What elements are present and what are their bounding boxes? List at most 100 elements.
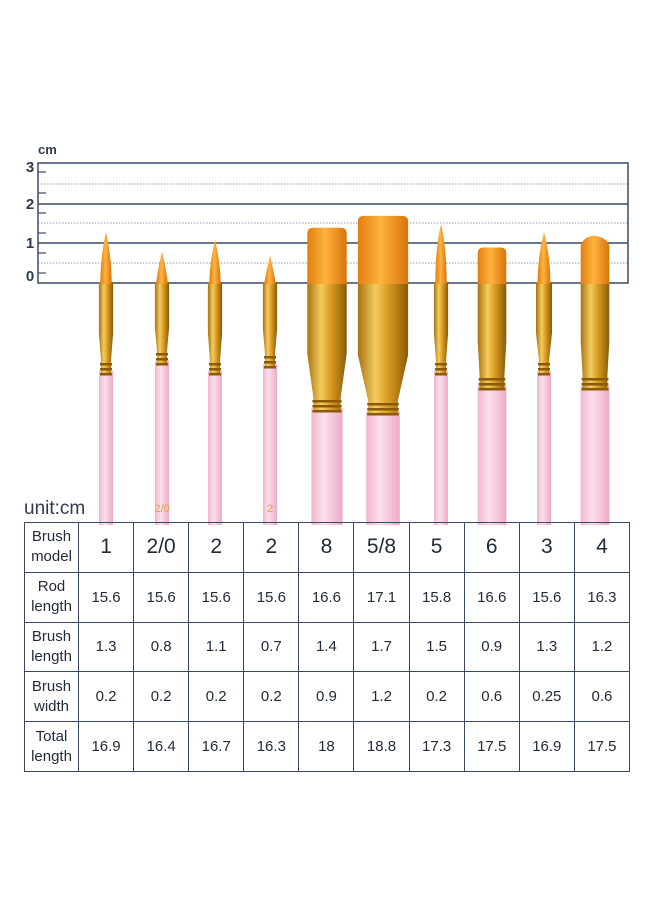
brush-1-0 — [98, 231, 114, 525]
table-cell: 17.1 — [353, 571, 410, 623]
row-header-line: length — [31, 647, 72, 665]
table-cell: 0.2 — [188, 671, 245, 723]
brush-spec-table: Brush model 1 2/0 2 2 8 5/8 5 6 3 4 Rod length 15.6 15.… — [24, 522, 631, 772]
table-cell: 15.6 — [133, 571, 190, 623]
ferrule-ring — [367, 413, 399, 416]
table-cell: 3 — [518, 522, 575, 573]
brush-bristles — [537, 231, 551, 284]
table-row-total-length: Total length 16.9 16.4 16.7 16.3 18 18.8 17.3 17.… — [24, 721, 631, 772]
ruler-tick-3: 3 — [25, 159, 35, 176]
brush-bristles — [435, 223, 447, 284]
brush-2-0-1: 2/0 — [154, 251, 170, 525]
brush-handle — [311, 408, 343, 525]
ferrule-ring — [209, 368, 221, 371]
table-cell: 0.7 — [243, 621, 300, 673]
row-header-line: Brush — [31, 677, 72, 695]
table-cell: 15.6 — [243, 571, 300, 623]
ferrule-ring — [156, 363, 168, 366]
table-cell: 0.25 — [518, 671, 575, 723]
ferrule-ring — [209, 373, 221, 376]
ferrule-ring — [581, 388, 609, 391]
table-cell: 1.1 — [188, 621, 245, 673]
brush-handle — [434, 371, 448, 525]
brush-bristles — [264, 255, 276, 284]
table-cell: 15.6 — [77, 571, 135, 623]
table-cell: 15.8 — [408, 571, 465, 623]
row-header: Brush length — [24, 621, 79, 673]
ferrule-ring — [312, 410, 342, 413]
table-cell: 18 — [298, 721, 355, 772]
table-cell: 17.5 — [463, 721, 520, 772]
brush-5-8-5 — [357, 215, 409, 525]
ferrule-ring — [435, 373, 447, 376]
table-cell: 0.2 — [133, 671, 190, 723]
brush-handle — [366, 411, 400, 525]
brush-handle — [580, 386, 610, 525]
brush-handle — [155, 361, 169, 525]
table-row-brush-length: Brush length 1.3 0.8 1.1 0.7 1.4 1.7 1.5 0.9 1.3 1.… — [24, 621, 631, 673]
brush-handle — [99, 371, 113, 525]
ferrule-ring — [581, 378, 609, 381]
brush-handle — [537, 371, 551, 525]
brush-handle — [263, 364, 277, 525]
ferrule-ring — [264, 356, 276, 359]
row-header: Total length — [24, 721, 79, 772]
brush-4-9 — [580, 235, 610, 525]
table-cell: 6 — [463, 522, 520, 573]
table-cell: 0.2 — [243, 671, 300, 723]
table-cell: 1.3 — [518, 621, 575, 673]
ferrule-ring — [478, 378, 506, 381]
table-cell: 17.3 — [408, 721, 465, 772]
table-cell: 8 — [298, 522, 355, 573]
ferrule-ring — [435, 363, 447, 366]
handle-marking-text: 2 — [267, 503, 273, 515]
brush-bristles — [209, 239, 221, 284]
row-header-line: model — [31, 548, 72, 566]
brush-8-4 — [307, 227, 347, 525]
table-cell: 18.8 — [353, 721, 410, 772]
table-cell: 1.4 — [298, 621, 355, 673]
brush-ferrule — [262, 282, 278, 368]
brush-bristles — [100, 231, 112, 284]
table-cell: 5 — [408, 522, 465, 573]
ferrule-ring — [367, 403, 399, 406]
brush-bristles — [357, 215, 409, 284]
table-cell: 0.6 — [463, 671, 520, 723]
brush-bristles — [477, 247, 507, 284]
table-cell: 16.3 — [573, 571, 631, 623]
table-cell: 0.8 — [133, 621, 190, 673]
brush-ferrule — [307, 282, 347, 412]
table-cell: 0.2 — [408, 671, 465, 723]
brush-bristles — [156, 251, 168, 284]
table-row-brush-model: Brush model 1 2/0 2 2 8 5/8 5 6 3 4 — [24, 522, 631, 573]
brush-3-8 — [536, 231, 552, 525]
table-cell: 1.2 — [573, 621, 631, 673]
brush-ferrule — [154, 282, 170, 365]
brush-5-6 — [433, 223, 449, 525]
table-cell: 16.6 — [463, 571, 520, 623]
row-header: Brush model — [24, 522, 79, 573]
ferrule-ring — [581, 383, 609, 386]
table-cell: 1.3 — [77, 621, 135, 673]
ferrule-ring — [100, 368, 112, 371]
table-cell: 16.4 — [133, 721, 190, 772]
ferrule-ring — [435, 368, 447, 371]
ferrule-ring — [478, 388, 506, 391]
table-cell: 15.6 — [518, 571, 575, 623]
row-header-line: length — [31, 598, 72, 616]
ferrule-ring — [538, 373, 550, 376]
table-cell: 1 — [77, 522, 135, 573]
table-cell: 2 — [188, 522, 245, 573]
table-cell: 1.2 — [353, 671, 410, 723]
ferrule-ring — [538, 363, 550, 366]
brush-ferrule — [433, 282, 449, 375]
table-cell: 5/8 — [353, 522, 410, 573]
ruler-tick-1: 1 — [25, 235, 35, 252]
brush-bristles — [580, 235, 610, 284]
ruler-tick-2: 2 — [25, 196, 35, 213]
brush-bristles — [307, 227, 347, 284]
table-cell: 0.9 — [298, 671, 355, 723]
table-cell: 2/0 — [133, 522, 190, 573]
ruler-unit-label: cm — [38, 142, 57, 157]
handle-marking-text: 2/0 — [154, 503, 169, 515]
